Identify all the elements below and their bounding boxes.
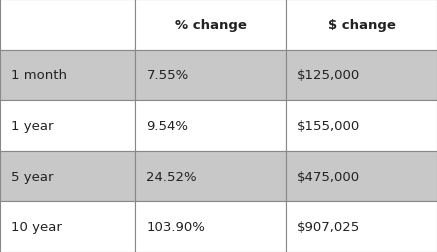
Text: % change: % change <box>175 19 247 32</box>
Text: $155,000: $155,000 <box>297 119 361 133</box>
Bar <box>0 50 135 101</box>
Bar <box>286 101 437 151</box>
Bar <box>135 202 286 252</box>
Bar <box>286 50 437 101</box>
Text: 9.54%: 9.54% <box>146 119 188 133</box>
Text: 5 year: 5 year <box>11 170 53 183</box>
Bar <box>135 50 286 101</box>
Bar <box>135 101 286 151</box>
Bar <box>0 202 135 252</box>
Text: 7.55%: 7.55% <box>146 69 189 82</box>
Bar <box>0 101 135 151</box>
Bar <box>0 151 135 202</box>
Bar <box>286 0 437 50</box>
Bar <box>0 0 135 50</box>
Text: $907,025: $907,025 <box>297 220 361 233</box>
Text: 1 month: 1 month <box>11 69 67 82</box>
Bar <box>135 0 286 50</box>
Text: 24.52%: 24.52% <box>146 170 197 183</box>
Text: $125,000: $125,000 <box>297 69 361 82</box>
Text: 103.90%: 103.90% <box>146 220 205 233</box>
Text: $475,000: $475,000 <box>297 170 360 183</box>
Bar <box>135 151 286 202</box>
Bar <box>286 202 437 252</box>
Bar <box>286 151 437 202</box>
Text: 10 year: 10 year <box>11 220 62 233</box>
Text: 1 year: 1 year <box>11 119 53 133</box>
Text: $ change: $ change <box>328 19 395 32</box>
